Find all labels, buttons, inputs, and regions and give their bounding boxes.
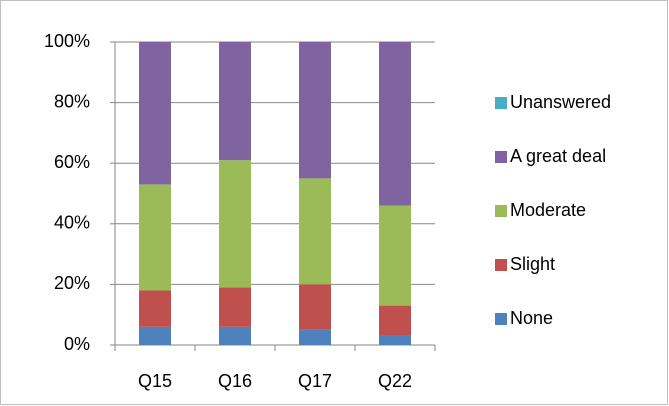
x-tick-label: Q16 [218, 371, 252, 391]
legend-label: A great deal [510, 146, 606, 166]
bar-segment [219, 326, 251, 345]
legend-label: Unanswered [510, 92, 611, 112]
bar-segment [299, 284, 331, 330]
bar-segment [139, 290, 171, 327]
y-tick-label: 0% [64, 334, 90, 354]
bar-segment [219, 160, 251, 288]
bar-segment [299, 329, 331, 345]
y-tick-label: 20% [54, 273, 90, 293]
bar-segment [299, 42, 331, 179]
bar-segment [219, 287, 251, 327]
legend-label: Slight [510, 254, 555, 274]
y-tick-label: 60% [54, 152, 90, 172]
y-tick-label: 100% [44, 31, 90, 51]
y-tick-label: 40% [54, 213, 90, 233]
bar-segment [139, 184, 171, 291]
x-tick-label: Q17 [298, 371, 332, 391]
bar-segment [379, 205, 411, 306]
legend-swatch [495, 259, 507, 271]
x-tick-label: Q22 [378, 371, 412, 391]
bar-segment [299, 178, 331, 285]
bar-segment [139, 42, 171, 185]
legend-label: Moderate [510, 200, 586, 220]
y-tick-label: 80% [54, 91, 90, 111]
x-tick-label: Q15 [138, 371, 172, 391]
legend-swatch [495, 97, 507, 109]
bar-segment [379, 335, 411, 345]
legend-swatch [495, 205, 507, 217]
legend-label: None [510, 308, 553, 328]
legend-swatch [495, 313, 507, 325]
bar-segment [139, 326, 171, 345]
bar-segment [379, 305, 411, 336]
bar-segment [379, 42, 411, 206]
bar-segment [219, 42, 251, 161]
legend-swatch [495, 151, 507, 163]
